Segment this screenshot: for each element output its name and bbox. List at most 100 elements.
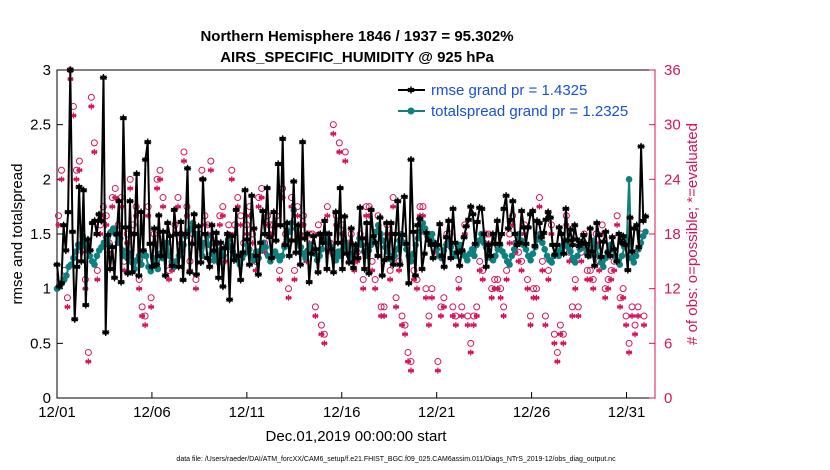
rmse-point — [471, 240, 479, 248]
rmse-point-star — [102, 328, 110, 336]
rmse-point-star — [55, 282, 63, 291]
rmse-point-star — [467, 203, 475, 211]
rmse-point-star — [524, 223, 532, 232]
obs-possible-marker — [147, 294, 155, 302]
y2-tick-label: 18 — [664, 226, 681, 243]
rmse-point — [518, 207, 526, 215]
obs-evaluated-marker — [551, 340, 558, 347]
obs-evaluated-marker — [402, 331, 409, 338]
rmse-point-star — [369, 232, 377, 240]
obs-evaluated-marker — [635, 313, 642, 319]
y2-tick-label: 24 — [664, 171, 681, 188]
obs-possible-marker — [535, 194, 543, 202]
obs-evaluated-marker — [497, 294, 504, 301]
obs-evaluated-marker — [396, 267, 403, 274]
obs-possible-marker — [526, 312, 534, 320]
rmse-point — [546, 214, 554, 222]
rmse-point — [279, 135, 287, 143]
rmse-point-star — [230, 256, 238, 264]
rmse-point — [595, 231, 603, 239]
obs-evaluated-marker — [103, 221, 110, 228]
obs-possible-marker — [416, 203, 424, 211]
rmse-point — [206, 263, 214, 271]
rmse-point — [433, 241, 442, 249]
obs-evaluated-marker — [575, 313, 582, 319]
rmse-point-star — [617, 239, 625, 247]
rmse-point — [405, 279, 413, 287]
rmse-point-star — [190, 210, 198, 218]
rmse-point — [409, 228, 417, 236]
rmse-point — [599, 238, 608, 246]
obs-evaluated-marker — [518, 267, 525, 274]
obs-possible-marker — [311, 303, 319, 311]
obs-evaluated-marker — [294, 212, 301, 219]
rmse-point — [290, 177, 298, 186]
rmse-point — [489, 230, 497, 238]
obs-possible-marker — [84, 348, 92, 356]
rmse-point — [325, 230, 333, 238]
rmse-point-star — [82, 301, 90, 309]
rmse-point — [126, 197, 134, 205]
rmse-point-star — [228, 232, 236, 240]
obs-evaluated-marker — [249, 240, 256, 247]
rmse-point-star — [582, 240, 590, 248]
rmse-point-star — [498, 230, 506, 238]
obs-possible-marker — [404, 348, 412, 356]
obs-evaluated-marker — [121, 267, 128, 274]
rmse-point-star — [345, 258, 353, 267]
rmse-point — [327, 245, 335, 253]
rmse-point-star — [553, 241, 561, 249]
rmse-point-star — [279, 135, 287, 143]
rmse-point-star — [168, 262, 176, 270]
rmse-point — [495, 240, 504, 248]
obs-evaluated-marker — [587, 276, 594, 283]
rmse-point — [276, 221, 285, 229]
rmse-point-star — [473, 218, 481, 226]
obs-possible-marker — [613, 212, 621, 220]
rmse-point — [310, 232, 318, 240]
rmse-point-star — [237, 276, 245, 284]
rmse-point — [212, 229, 220, 237]
rmse-point — [458, 246, 466, 254]
rmse-point — [394, 197, 402, 205]
obs-evaluated-marker — [602, 294, 609, 301]
rmse-point-star — [506, 216, 515, 224]
obs-possible-marker — [63, 294, 71, 302]
spread-point — [278, 252, 286, 260]
obs-evaluated-marker — [234, 203, 241, 210]
rmse-point-star — [177, 218, 185, 226]
rmse-point-star — [604, 248, 612, 257]
y-axis-label: rmse and totalspread — [9, 164, 26, 305]
y2-tick-label: 30 — [664, 117, 681, 134]
rmse-point-star — [487, 252, 495, 260]
obs-evaluated-marker — [626, 349, 633, 356]
rmse-point-star — [254, 270, 262, 279]
obs-evaluated-marker — [539, 267, 546, 274]
rmse-point-star — [374, 252, 382, 260]
rmse-point-star — [489, 230, 497, 238]
spread-point — [471, 252, 478, 260]
obs-evaluated-marker — [452, 322, 459, 329]
obs-evaluated-marker — [276, 276, 283, 283]
rmse-point-star — [438, 252, 446, 260]
obs-evaluated-marker — [366, 212, 373, 219]
rmse-point-star — [108, 243, 116, 251]
rmse-point — [210, 246, 218, 254]
rmse-point — [135, 271, 143, 280]
rmse-point — [77, 257, 85, 265]
rmse-point — [252, 252, 260, 260]
rmse-point — [146, 240, 154, 248]
rmse-point-star — [420, 250, 428, 258]
rmse-point — [64, 208, 72, 216]
rmse-point-star — [630, 224, 639, 233]
rmse-point — [453, 248, 462, 257]
spread-point — [642, 228, 649, 236]
rmse-point-star — [482, 263, 490, 271]
obs-evaluated-marker — [473, 313, 480, 319]
rmse-point-star — [292, 248, 300, 257]
rmse-point-star — [560, 250, 568, 258]
rmse-point-star — [491, 240, 499, 248]
rmse-point-star — [263, 184, 271, 192]
rmse-point-star — [146, 240, 154, 248]
rmse-point — [119, 114, 127, 122]
